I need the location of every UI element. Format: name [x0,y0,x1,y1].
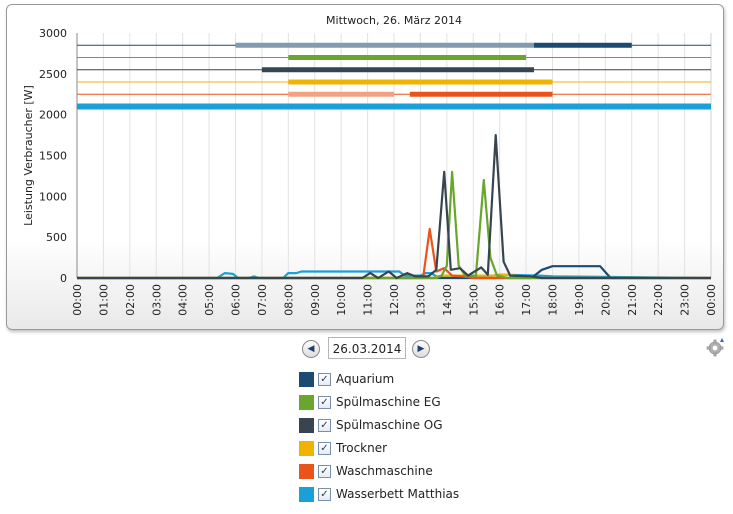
legend-item-aquarium[interactable]: ✓ Aquarium [299,371,499,389]
x-tick-label: 18:00 [547,284,560,316]
y-tick-label: 3000 [39,27,67,40]
legend-item-spuelmaschine-eg[interactable]: ✓ Spülmaschine EG [299,394,499,412]
legend-checkbox[interactable]: ✓ [318,419,331,432]
x-tick-label: 14:00 [441,284,454,316]
previous-day-button[interactable]: ◀ [302,340,320,358]
x-tick-label: 16:00 [494,284,507,316]
legend-label: Trockner [336,441,388,455]
triangle-right-icon: ▶ [417,344,425,354]
x-tick-label: 03:00 [150,284,163,316]
legend-checkbox[interactable]: ✓ [318,465,331,478]
legend-item-wasserbett-matthias[interactable]: ✓ Wasserbett Matthias [299,486,499,504]
x-tick-label: 00:00 [705,284,718,316]
legend-swatch [299,464,314,479]
x-tick-label: 06:00 [230,284,243,316]
x-tick-label: 12:00 [388,284,401,316]
legend-checkbox[interactable]: ✓ [318,442,331,455]
x-tick-label: 00:00 [71,284,84,316]
legend-label: Waschmaschine [336,464,433,478]
x-tick-label: 22:00 [652,284,665,316]
legend-label: Aquarium [336,372,395,386]
legend-label: Spülmaschine OG [336,418,443,432]
x-tick-label: 09:00 [309,284,322,316]
series-line [77,227,711,280]
x-tick-label: 08:00 [282,284,295,316]
legend-item-spuelmaschine-og[interactable]: ✓ Spülmaschine OG [299,417,499,435]
legend-checkbox[interactable]: ✓ [318,488,331,501]
x-tick-label: 20:00 [599,284,612,316]
y-tick-label: 1500 [39,150,67,163]
legend-swatch [299,441,314,456]
legend-swatch [299,372,314,387]
y-tick-label: 1000 [39,190,67,203]
x-tick-label: 01:00 [97,284,110,316]
x-tick-label: 13:00 [414,284,427,316]
y-tick-label: 2500 [39,68,67,81]
next-day-button[interactable]: ▶ [412,340,430,358]
x-tick-label: 19:00 [573,284,586,316]
y-axis-label: Leistung Verbraucher [W] [22,85,35,226]
legend-item-waschmaschine[interactable]: ✓ Waschmaschine [299,463,499,481]
legend-swatch [299,395,314,410]
legend-swatch [299,418,314,433]
y-tick-label: 2000 [39,109,67,122]
x-tick-label: 17:00 [520,284,533,316]
x-tick-label: 11:00 [362,284,375,316]
legend-swatch [299,487,314,502]
legend-checkbox[interactable]: ✓ [318,373,331,386]
series-line [77,170,711,280]
chart-title: Mittwoch, 26. März 2014 [326,14,462,27]
x-tick-label: 05:00 [203,284,216,316]
x-tick-label: 23:00 [679,284,692,316]
legend-label: Spülmaschine EG [336,395,441,409]
x-tick-label: 07:00 [256,284,269,316]
y-tick-label: 500 [46,231,67,244]
legend-label: Wasserbett Matthias [336,487,460,501]
x-tick-label: 15:00 [467,284,480,316]
series-line [77,134,711,280]
y-tick-label: 0 [60,272,67,285]
legend-checkbox[interactable]: ✓ [318,396,331,409]
legend-item-trockner[interactable]: ✓ Trockner [299,440,499,458]
x-tick-label: 21:00 [626,284,639,316]
date-field[interactable]: 26.03.2014 [328,337,406,359]
chart-panel: Mittwoch, 26. März 2014 00:00 01:00 02:00 03… [6,4,724,330]
gear-icon[interactable] [706,337,726,357]
x-tick-label: 04:00 [177,284,190,316]
x-tick-label: 02:00 [124,284,137,316]
triangle-left-icon: ◀ [307,344,315,354]
x-tick-label: 10:00 [335,284,348,316]
